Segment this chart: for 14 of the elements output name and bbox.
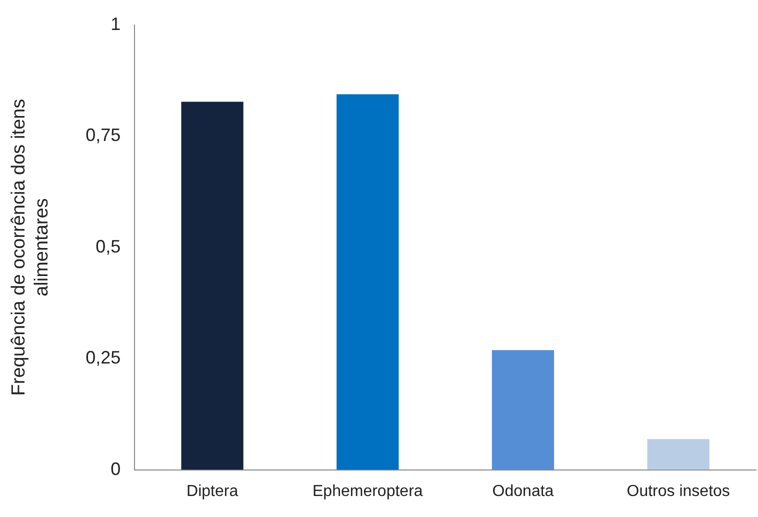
x-tick-label: Outros insetos <box>626 482 730 500</box>
x-tick-label: Odonata <box>492 482 554 500</box>
y-tick-label: 0,25 <box>86 348 121 368</box>
y-axis-title: Frequência de ocorrência dos itens alimentares <box>8 98 52 396</box>
y-tick-label: 1 <box>110 14 121 34</box>
bar <box>647 439 710 470</box>
bar <box>492 350 554 470</box>
bar <box>336 94 399 470</box>
y-tick-label: 0,5 <box>96 236 121 256</box>
x-tick-label: Ephemeroptera <box>312 482 423 500</box>
bar <box>181 102 244 470</box>
x-tick-label: Diptera <box>186 482 238 500</box>
y-tick-label: 0 <box>110 458 121 479</box>
y-tick-label: 0,75 <box>86 125 121 146</box>
